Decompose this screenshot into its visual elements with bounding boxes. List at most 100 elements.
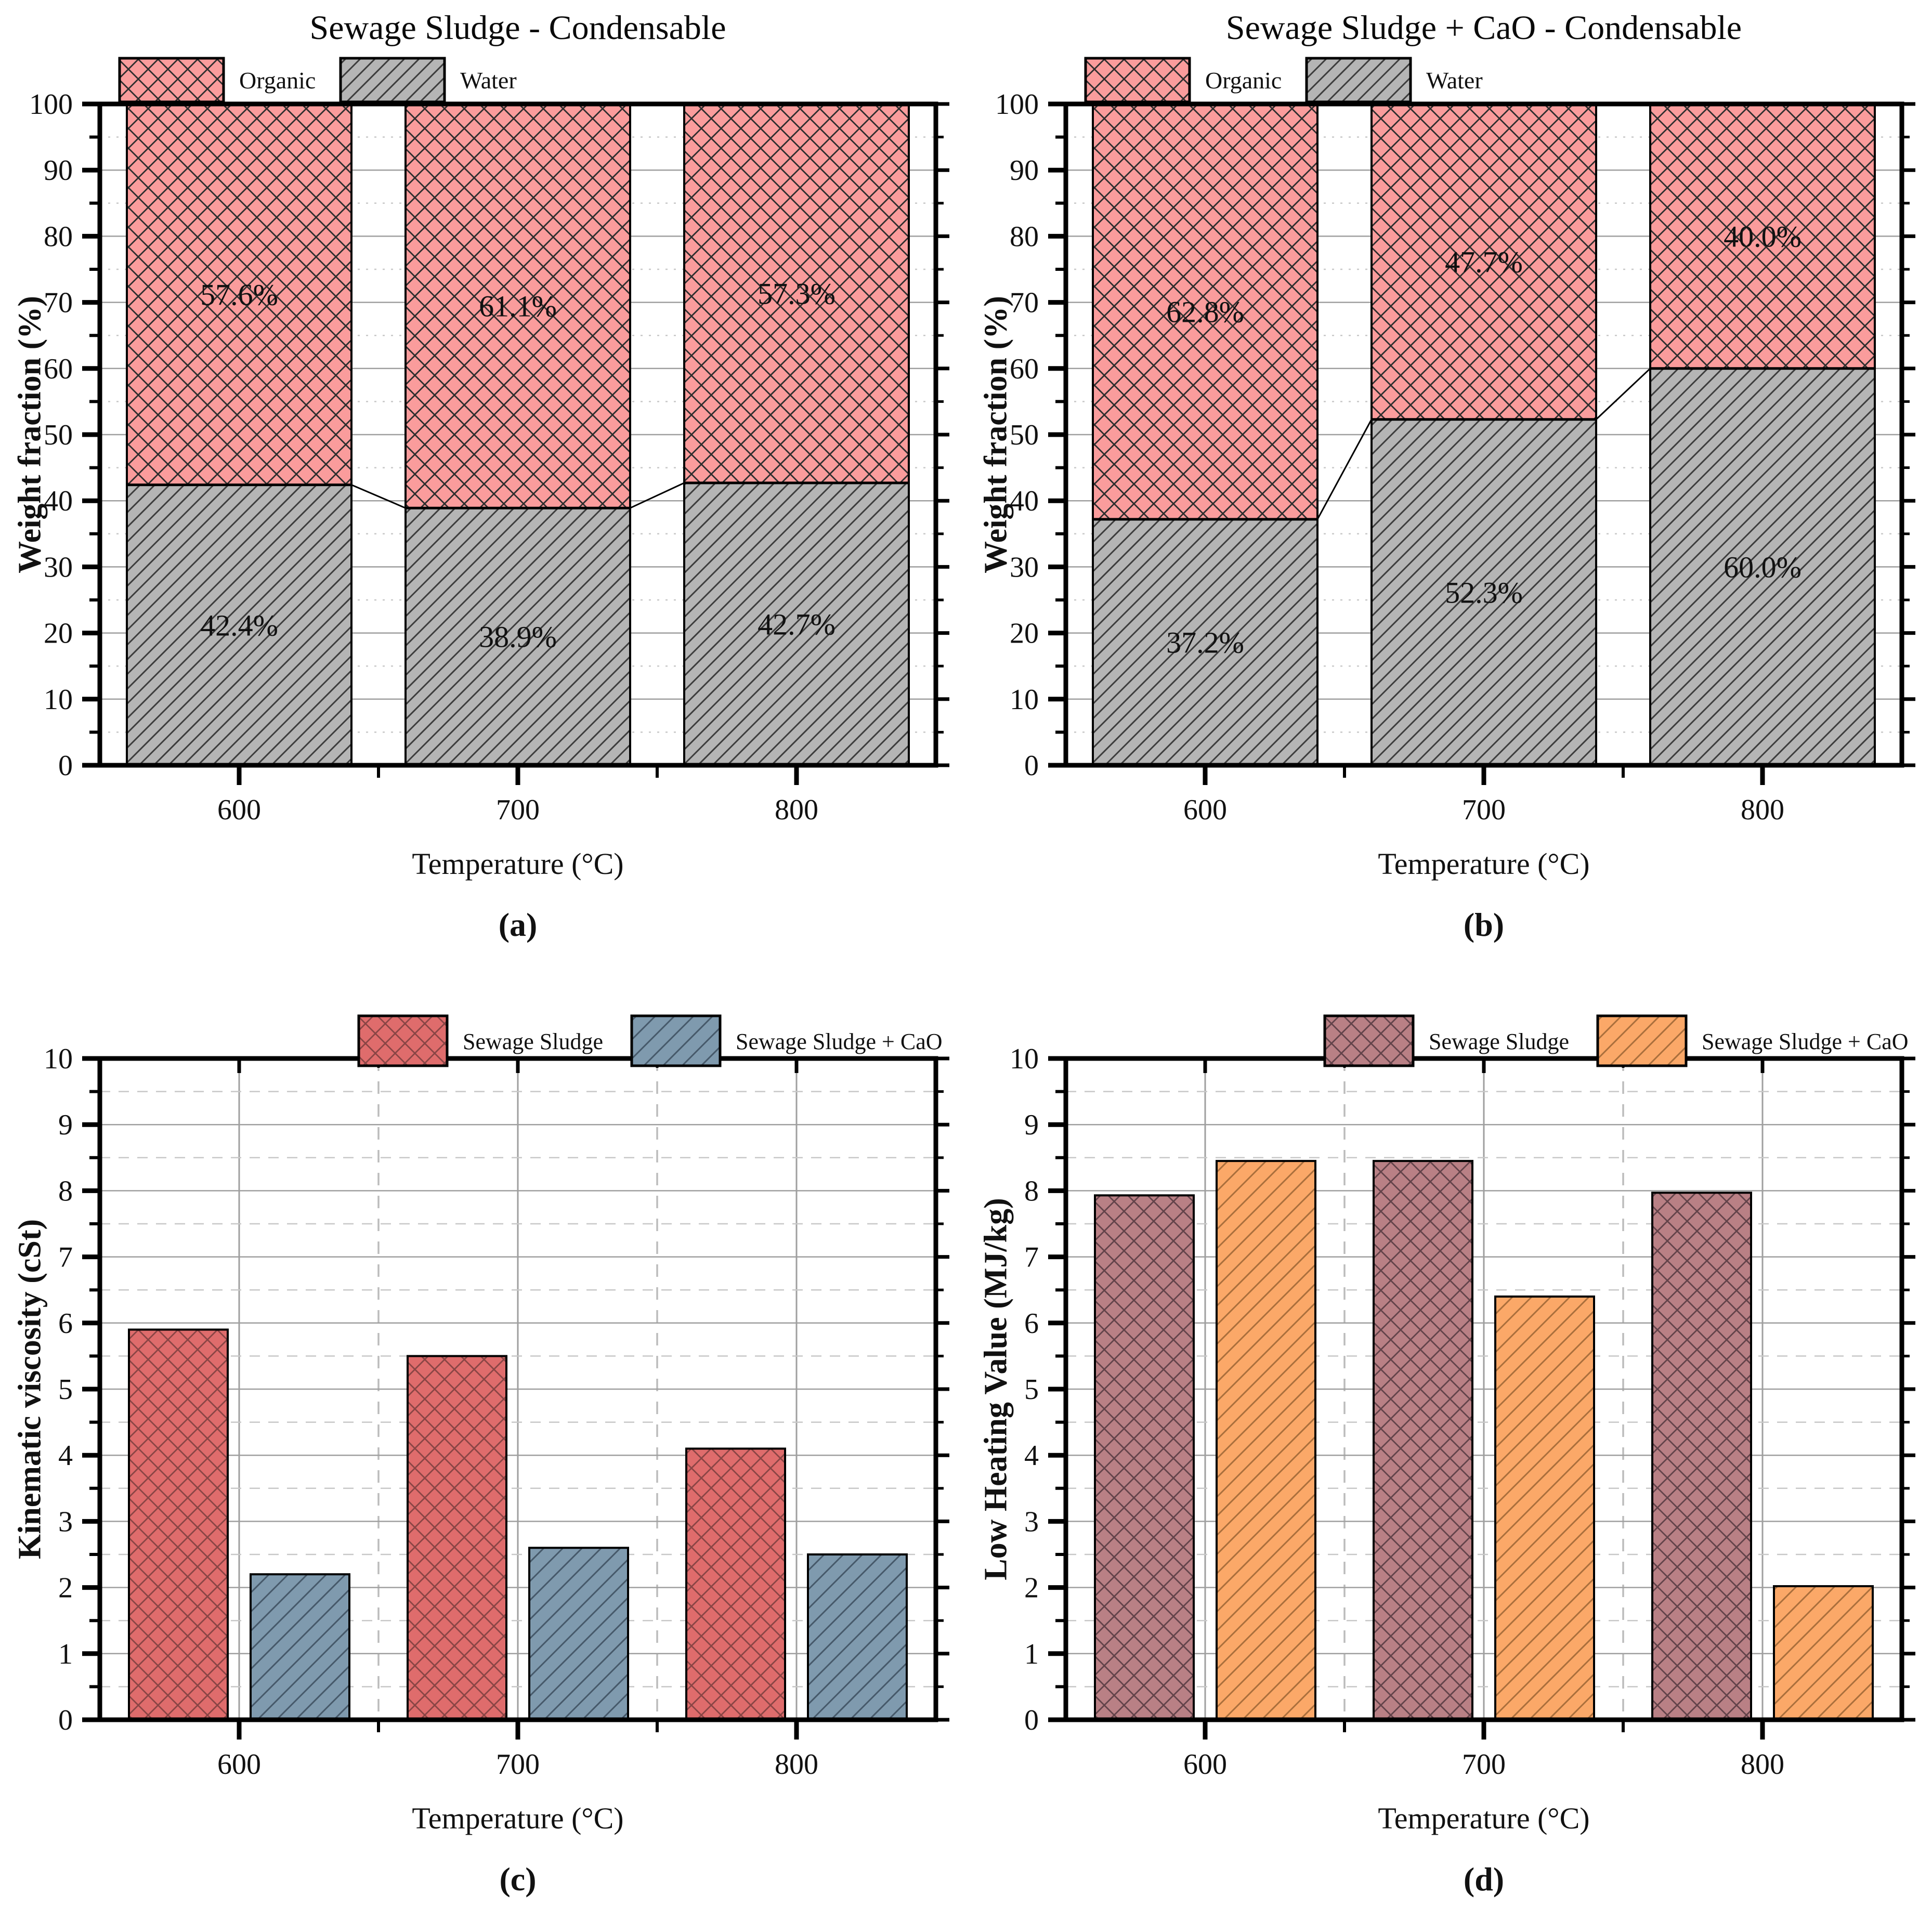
bar-segment (126, 483, 353, 766)
x-tick-label: 700 (1462, 1748, 1506, 1781)
y-tick-label: 10 (1010, 1043, 1039, 1075)
connector-line (630, 482, 685, 509)
x-tick-label: 800 (1741, 794, 1784, 826)
y-tick-label: 8 (58, 1175, 73, 1207)
bar-label: 37.2% (1166, 625, 1244, 659)
y-tick-label: 60 (44, 353, 73, 385)
panel-b: 37.2% 62.8% 52.3% 47.7% 60.0% 40.0% 0 10 20 30 40 5… (966, 0, 1932, 954)
y-tick-label: 40 (44, 485, 73, 517)
gridlines (1066, 1058, 1902, 1720)
bar (1373, 1160, 1473, 1721)
bar-segment (683, 103, 910, 484)
x-tick-label: 800 (775, 794, 818, 826)
chart-b-ylabel: Weight fraction (%) (978, 296, 1014, 573)
chart-d-xlabel: Temperature (°C) (1378, 1801, 1590, 1835)
y-tick-label: 50 (44, 419, 73, 451)
chart-b-canvas: 37.2% 62.8% 52.3% 47.7% 60.0% 40.0% 0 10 20 30 40 5… (995, 57, 1915, 826)
x-tick-label: 700 (496, 794, 540, 826)
y-tick-label: 20 (1010, 618, 1039, 650)
y-tick-label: 0 (1024, 1704, 1039, 1736)
bar (407, 1355, 507, 1721)
y-tick-label: 30 (44, 551, 73, 583)
y-tick-label: 10 (1010, 684, 1039, 716)
x-tick-label: 600 (217, 794, 261, 826)
chart-a-caption: (a) (498, 906, 538, 943)
y-tick-label: 0 (58, 1704, 73, 1736)
bar-label: 47.7% (1445, 245, 1523, 279)
y-tick-label: 2 (58, 1572, 73, 1604)
ticks: 0 1 2 3 4 5 6 7 8 9 10 600 700 800 (44, 1043, 949, 1781)
y-tick-label: 7 (58, 1241, 73, 1274)
chart-c-ylabel: Kinematic viscosity (cSt) (12, 1219, 48, 1560)
legend-swatch (118, 57, 225, 103)
bars-group (128, 1328, 908, 1721)
chart-a-canvas: 42.4% 57.6% 38.9% 61.1% 42.7% 57.3% 0 10 20 30 40 5… (29, 57, 949, 826)
chart-b-caption: (b) (1463, 906, 1505, 943)
bar-segment (1092, 518, 1319, 766)
y-tick-label: 30 (1010, 551, 1039, 583)
legend: Sewage Sludge Sewage Sludge + CaO (357, 1014, 943, 1067)
x-tick-label: 600 (217, 1748, 261, 1781)
bar (1094, 1194, 1195, 1721)
y-tick-label: 8 (1024, 1175, 1039, 1207)
y-tick-label: 90 (44, 154, 73, 187)
bar-label: 42.4% (200, 608, 278, 642)
chart-b-title: Sewage Sludge + CaO - Condensable (1225, 9, 1742, 47)
y-tick-label: 0 (58, 750, 73, 782)
legend: Sewage Sludge Sewage Sludge + CaO (1323, 1014, 1909, 1067)
panel-d: 0 1 2 3 4 5 6 7 8 9 10 600 700 800 Sewage Sludge Sewage… (966, 954, 1932, 1909)
y-tick-label: 4 (1024, 1440, 1039, 1472)
legend-label: Sewage Sludge + CaO (1702, 1029, 1909, 1054)
chart-d-ylabel: Low Heating Value (MJ/kg) (978, 1198, 1014, 1580)
y-tick-label: 10 (44, 684, 73, 716)
bar (1651, 1192, 1752, 1721)
chart-c-caption: (c) (499, 1861, 537, 1898)
legend-label: Water (1426, 67, 1483, 94)
legend-swatch (1305, 57, 1412, 103)
x-tick-label: 800 (775, 1748, 818, 1781)
bar (128, 1328, 229, 1721)
bar-label: 62.8% (1166, 295, 1244, 329)
bar (1494, 1295, 1595, 1721)
y-tick-label: 80 (44, 220, 73, 253)
chart-a-xlabel: Temperature (°C) (412, 847, 624, 881)
legend-label: Sewage Sludge (1429, 1029, 1569, 1054)
y-tick-label: 5 (58, 1374, 73, 1406)
chart-b-xlabel: Temperature (°C) (1378, 847, 1590, 881)
y-tick-label: 2 (1024, 1572, 1039, 1604)
y-tick-label: 10 (44, 1043, 73, 1075)
bar-segment (1370, 103, 1597, 421)
x-tick-label: 600 (1183, 794, 1227, 826)
ticks: 0 10 20 30 40 50 60 70 80 90 100 600 700 800 (29, 88, 949, 826)
chart-a-ylabel: Weight fraction (%) (12, 296, 48, 573)
x-tick-label: 700 (496, 1748, 540, 1781)
y-tick-label: 0 (1024, 750, 1039, 782)
y-tick-label: 1 (1024, 1638, 1039, 1670)
bar (1216, 1160, 1316, 1721)
legend-label: Water (460, 67, 517, 94)
y-tick-label: 3 (1024, 1506, 1039, 1538)
y-tick-label: 6 (58, 1307, 73, 1340)
ticks: 0 1 2 3 4 5 6 7 8 9 10 600 700 800 (1010, 1043, 1915, 1781)
legend-swatch (357, 1014, 449, 1067)
y-tick-label: 70 (44, 287, 73, 319)
bar (685, 1447, 786, 1721)
legend-label: Organic (1205, 67, 1282, 94)
ticks: 0 10 20 30 40 50 60 70 80 90 100 600 700 800 (995, 88, 1915, 826)
y-tick-label: 5 (1024, 1374, 1039, 1406)
y-tick-label: 40 (1010, 485, 1039, 517)
legend-swatch (1596, 1014, 1688, 1067)
gridlines (100, 1058, 936, 1720)
x-tick-label: 800 (1741, 1748, 1784, 1781)
y-tick-label: 9 (1024, 1109, 1039, 1141)
y-tick-label: 80 (1010, 220, 1039, 253)
y-tick-label: 90 (1010, 154, 1039, 187)
x-tick-label: 700 (1462, 794, 1506, 826)
panel-c: 0 1 2 3 4 5 6 7 8 9 10 600 700 800 Sewage Sludge Sewage… (0, 954, 966, 1909)
bar-label: 42.7% (758, 607, 836, 641)
bar-segment (404, 103, 631, 509)
bar-label: 38.9% (479, 620, 557, 654)
chart-d-caption: (d) (1463, 1861, 1505, 1898)
